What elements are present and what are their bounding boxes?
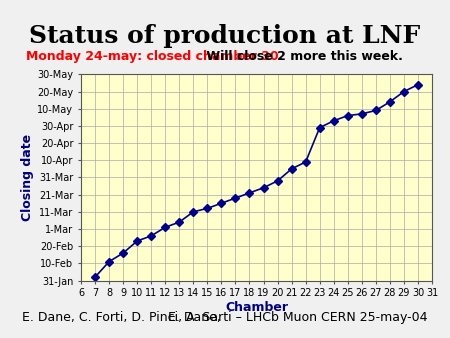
Y-axis label: Closing date: Closing date xyxy=(22,134,35,221)
Text: Status of production at LNF: Status of production at LNF xyxy=(29,24,421,48)
Text: Will close 2 more this week.: Will close 2 more this week. xyxy=(202,50,403,63)
Text: Monday 24-may: closed chamber 30.: Monday 24-may: closed chamber 30. xyxy=(26,50,284,63)
Text: Monday 24-may: closed chamber 30. Will close 2 more this week.: Monday 24-may: closed chamber 30. Will c… xyxy=(26,50,450,63)
X-axis label: Chamber: Chamber xyxy=(225,301,288,314)
Text: E. Dane,: E. Dane, xyxy=(168,311,225,324)
Text: E. Dane, C. Forti, D. Pinci, A. Sarti – LHCb Muon CERN 25-may-04: E. Dane, C. Forti, D. Pinci, A. Sarti – … xyxy=(22,311,428,324)
